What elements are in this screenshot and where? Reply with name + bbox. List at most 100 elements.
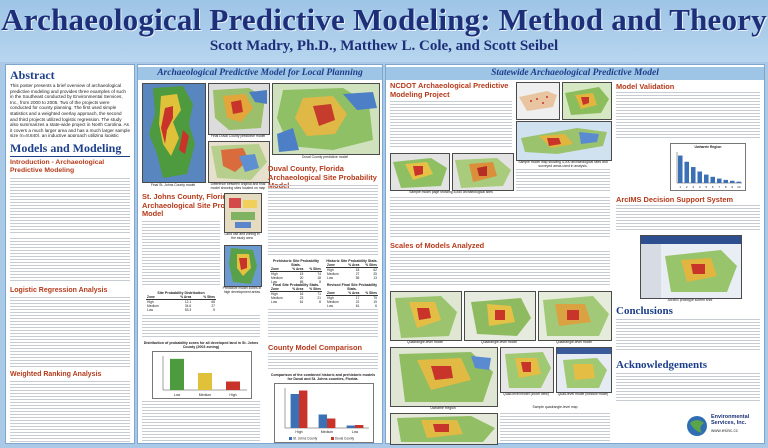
tbl-cell: 8 <box>319 300 321 304</box>
x-tick-label: 8 <box>725 185 727 189</box>
x-tick-label: 10 <box>737 185 741 189</box>
tbl-cell: 21 <box>317 296 321 300</box>
duval-county-map <box>272 83 380 155</box>
conclusions-text <box>616 319 760 351</box>
uwharrie-map <box>390 347 498 407</box>
fig-e-caption: Quadrangle-level model <box>481 340 517 344</box>
fig1-caption: Final St. Johns County model <box>150 183 196 187</box>
bar <box>318 414 327 428</box>
tbl-header: Zone <box>270 267 288 272</box>
tbl-cell: 62 <box>373 268 377 272</box>
column-right: Statewide Archaeological Predictive Mode… <box>385 64 765 445</box>
duval-table-1-title: Prehistoric Site Probability Stats. <box>273 259 319 267</box>
fig5-caption: Predictive model zones in high developme… <box>222 286 262 294</box>
duval-final-map <box>208 83 270 135</box>
x-tick-label: Medium <box>199 393 212 397</box>
bar <box>299 390 308 428</box>
bar <box>710 176 716 183</box>
ncdot-heading: NCDOT Archaeological Predictive Modeling… <box>390 81 509 99</box>
site-prob-table-title: Site Probability Distribution <box>157 291 205 295</box>
arcims-heading: ArcIMS Decision Support System <box>616 195 734 204</box>
fig-j-caption: Sample quadrangle-level map <box>532 405 578 409</box>
dev-zone-chart: Low Medium High <box>152 351 252 399</box>
poster-authors: Scott Madry, Ph.D., Matthew L. Cole, and… <box>209 38 559 54</box>
legend-swatch <box>289 437 292 440</box>
validation-chart-svg: 1 2 3 4 5 6 7 8 9 10 <box>676 152 742 189</box>
acknowledgements-text <box>616 373 760 403</box>
tbl-header: % Area <box>343 291 361 296</box>
scales-text-block <box>390 251 610 287</box>
tbl-header: % Sites <box>360 291 378 296</box>
sample-quad-map <box>390 413 498 445</box>
logistic-heading: Logistic Regression Analysis <box>10 287 108 294</box>
tbl-cell: Low <box>271 300 278 304</box>
nc-model-map <box>562 82 612 120</box>
fig-f-caption: Quadrangle-level model <box>556 340 592 344</box>
logistic-text-block <box>10 297 130 367</box>
stjohns-text-block-3 <box>142 401 260 443</box>
dev-zone-chart-svg: Low Medium High <box>162 356 247 397</box>
arcims-screenshot <box>640 235 742 299</box>
x-tick-label: 4 <box>699 185 701 189</box>
tbl-cell: 17 <box>355 296 360 300</box>
tbl-cell: 27 <box>355 272 360 276</box>
conclusions-heading: Conclusions <box>616 305 673 317</box>
model-validation-heading: Model Validation <box>616 82 675 91</box>
duval-text-block <box>268 185 378 255</box>
x-tick-label: 7 <box>718 185 720 189</box>
tbl-cell: High <box>327 296 334 300</box>
x-tick-label: 6 <box>712 185 714 189</box>
county-compare-heading: County Model Comparison <box>268 343 363 352</box>
stjohns-text-block <box>142 221 220 287</box>
duval-table-3-title: Final Site Probability Stats. <box>272 283 320 287</box>
tbl-cell: 55 <box>355 276 360 280</box>
tbl-cell: Medium <box>271 296 283 300</box>
nc-sample-map-2 <box>452 153 514 191</box>
logo-line-1: Environmental <box>711 414 750 420</box>
tbl-cell: 18 <box>355 268 360 272</box>
site-table-cell: High <box>147 300 154 304</box>
x-tick-label: 2 <box>686 185 688 189</box>
stjohns-model-map <box>142 83 206 183</box>
tbl-cell: 25 <box>373 272 377 276</box>
site-table-cell: 68 <box>211 300 215 304</box>
bar <box>198 373 212 390</box>
tbl-cell: 75 <box>373 296 377 300</box>
x-tick-label: 1 <box>679 185 681 189</box>
column-middle: Archaeological Predictive Model for Loca… <box>137 64 383 444</box>
x-tick-label: High <box>229 393 236 397</box>
tbl-cell: 22 <box>355 300 360 304</box>
bar <box>729 180 735 183</box>
tbl-cell: 8 <box>319 280 321 284</box>
bar <box>703 174 709 183</box>
arcims-text <box>616 205 760 231</box>
fig3-caption: Difference between original and final mo… <box>210 182 266 190</box>
site-table-cell: 5 <box>213 308 215 312</box>
tbl-cell: 15 <box>299 272 304 276</box>
poster-header: Archaeological Predictive Modeling: Meth… <box>0 0 768 62</box>
bar <box>736 181 742 183</box>
weighted-text-block <box>10 381 130 443</box>
bar <box>346 425 355 428</box>
divider <box>10 156 130 157</box>
site-table-header: Zone <box>146 295 170 300</box>
site-table-cell: 53.3 <box>184 308 192 312</box>
statewide-band: Statewide Archaeological Predictive Mode… <box>386 67 764 80</box>
fig4-caption: Land use and zoning in the study area <box>224 232 260 240</box>
tbl-cell: 65 <box>299 280 304 284</box>
abstract-heading: Abstract <box>10 68 55 82</box>
tbl-cell: High <box>327 268 334 272</box>
validation-chart-title: Uwharrie Region <box>694 145 722 149</box>
fig-a-caption: Sample model map showing 4,000 archaeolo… <box>518 160 608 168</box>
dev-chart-title: Distribution of probability zones for al… <box>143 341 259 349</box>
tbl-cell: 16 <box>299 292 304 296</box>
tbl-cell: High <box>271 272 278 276</box>
duval-table-1: Prehistoric Site Probability Stats. Zone… <box>270 259 322 284</box>
bar <box>170 358 184 390</box>
duval-table-4: Revised Final Site Probability Stats. Zo… <box>326 283 378 308</box>
models-heading: Models and Modeling <box>10 141 122 155</box>
tbl-cell: 6 <box>375 304 377 308</box>
window-mode-map <box>556 347 612 393</box>
site-table-cell: 34.6 <box>184 304 192 308</box>
